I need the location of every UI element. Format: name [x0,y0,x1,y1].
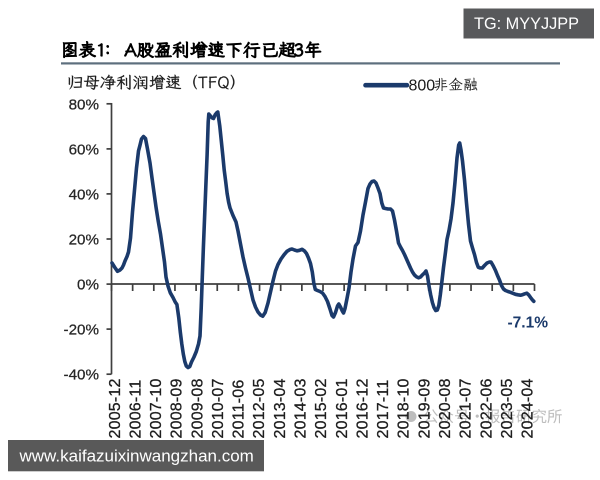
svg-text:40%: 40% [69,186,99,203]
svg-text:TG: MYYJJPP: TG: MYYJJPP [474,15,579,33]
svg-text:www.kaifazuixinwangzhan.com: www.kaifazuixinwangzhan.com [19,447,254,466]
svg-text:0%: 0% [77,277,99,294]
svg-text:2023-05: 2023-05 [499,378,516,438]
svg-text:2016-01: 2016-01 [334,378,351,438]
svg-text:60%: 60% [69,141,99,158]
svg-text:20%: 20% [69,232,99,249]
svg-text:-40%: -40% [64,367,99,384]
svg-text:2022-06: 2022-06 [478,378,495,438]
svg-text:2018-10: 2018-10 [396,378,413,438]
svg-text:2006-11: 2006-11 [127,380,144,439]
svg-text:2015-02: 2015-02 [313,378,330,438]
svg-text:2024-04: 2024-04 [520,378,537,438]
svg-text:2016-12: 2016-12 [354,378,371,438]
svg-text:2020-08: 2020-08 [437,378,454,438]
svg-text:2014-03: 2014-03 [293,378,310,438]
svg-text:2013-04: 2013-04 [272,378,289,438]
svg-text:2021-07: 2021-07 [458,378,475,438]
svg-text:2019-09: 2019-09 [416,378,433,438]
svg-text:2017-11: 2017-11 [375,380,392,439]
svg-text:800: 800 [409,78,436,95]
svg-text:2005-12: 2005-12 [107,378,124,438]
svg-text:2012-05: 2012-05 [251,378,268,438]
svg-text:-7.1%: -7.1% [508,315,549,332]
svg-text:2011-06: 2011-06 [231,380,248,439]
svg-text:2007-10: 2007-10 [148,378,165,438]
svg-text:-20%: -20% [64,322,99,339]
svg-text:80%: 80% [69,96,99,113]
svg-text:2009-08: 2009-08 [189,378,206,438]
svg-text:2008-09: 2008-09 [169,378,186,438]
svg-text:2010-07: 2010-07 [210,378,227,438]
